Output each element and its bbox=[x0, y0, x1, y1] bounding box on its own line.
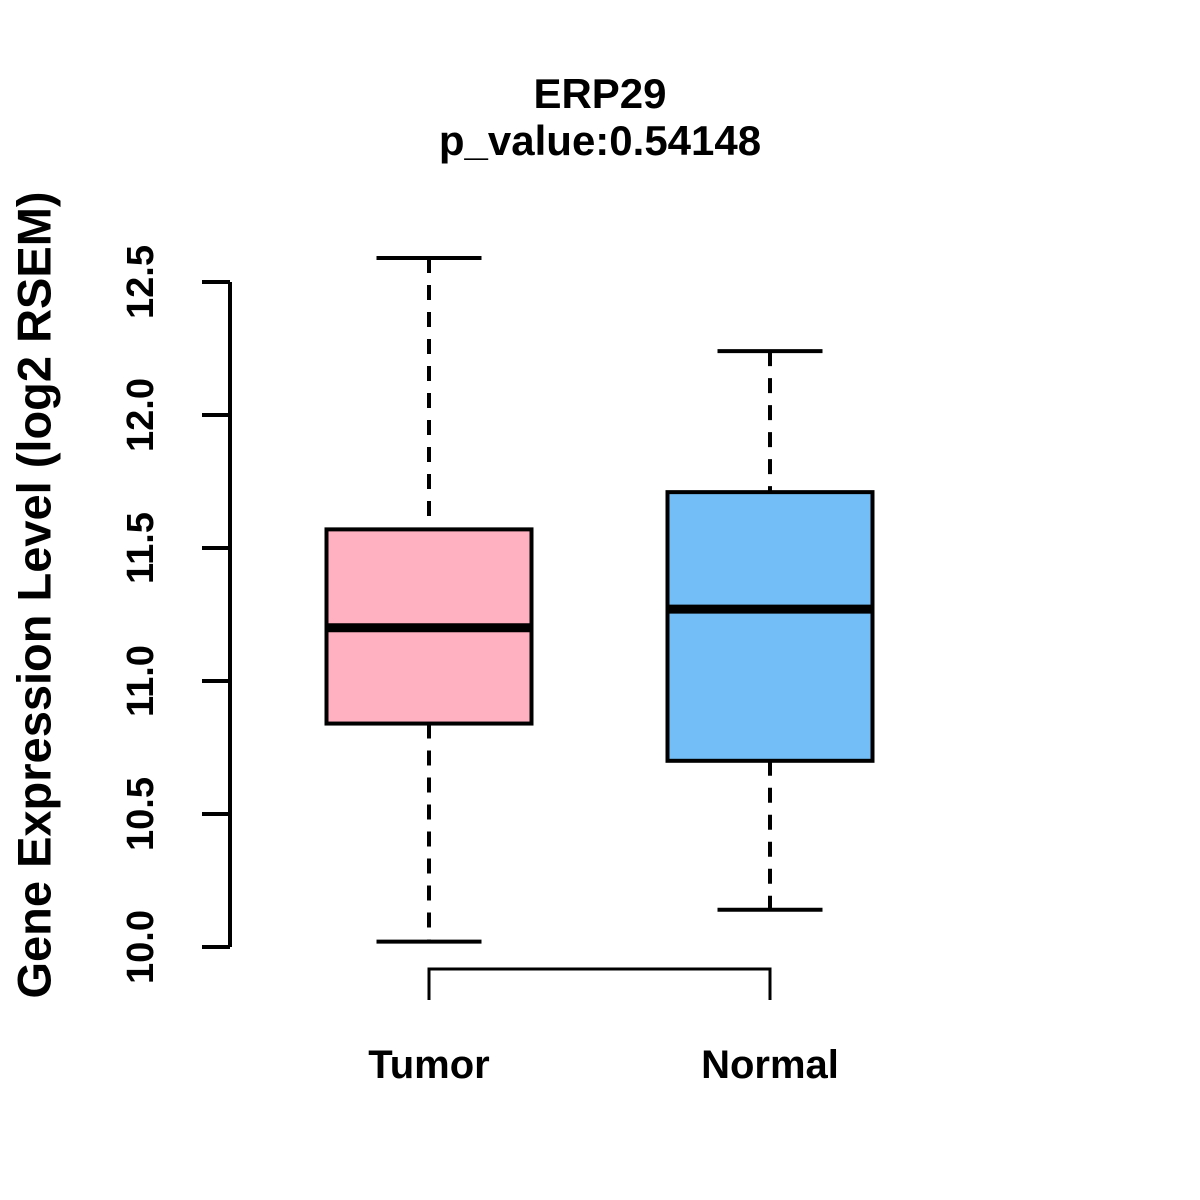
y-tick-label: 12.5 bbox=[120, 245, 162, 319]
x-axis-label-normal: Normal bbox=[701, 1043, 839, 1087]
y-tick-label: 11.5 bbox=[120, 512, 162, 584]
x-axis-bracket bbox=[427, 967, 772, 1000]
chart-subtitle: p_value:0.54148 bbox=[438, 117, 762, 164]
box-normal bbox=[665, 490, 875, 763]
y-tick-label: 11.0 bbox=[120, 645, 162, 717]
y-tick-label: 10.5 bbox=[120, 777, 162, 851]
y-tick-label: 10.0 bbox=[120, 910, 162, 984]
x-axis-label-tumor: Tumor bbox=[368, 1043, 489, 1087]
chart-title-block: ERP29 p_value:0.54148 bbox=[439, 70, 761, 164]
y-tick-label: 12.0 bbox=[120, 378, 162, 452]
chart-title: ERP29 bbox=[533, 70, 667, 117]
